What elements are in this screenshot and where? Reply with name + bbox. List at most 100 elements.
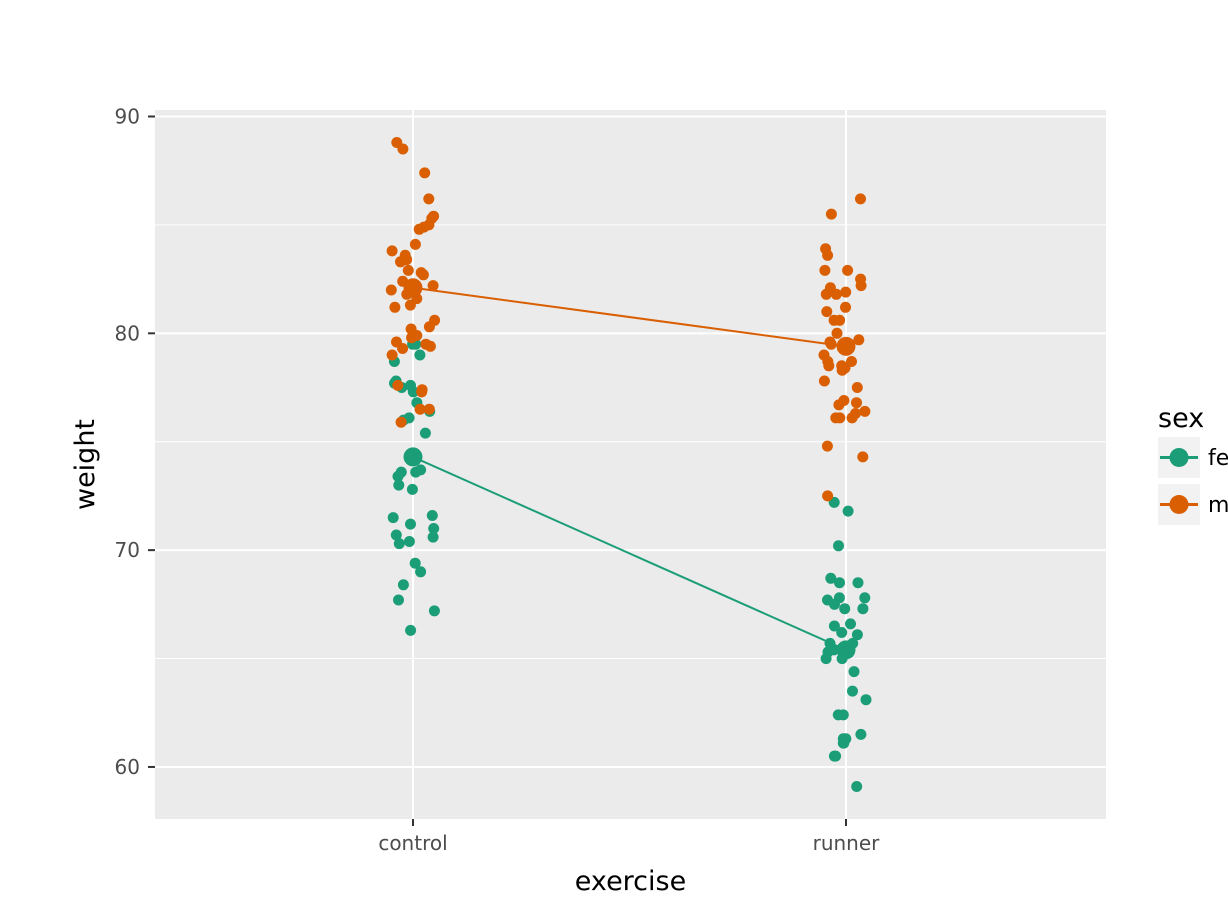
data-point-m xyxy=(413,223,425,235)
data-point-m xyxy=(392,379,404,391)
legend-label: m xyxy=(1208,493,1228,518)
data-point-m xyxy=(424,340,436,352)
data-point-m xyxy=(836,364,848,376)
data-point-m xyxy=(414,403,426,415)
major-gridlines xyxy=(155,110,1106,819)
data-point-fe xyxy=(820,653,832,665)
data-point-fe xyxy=(419,427,431,439)
data-point-m xyxy=(397,143,409,155)
data-point-m xyxy=(831,327,843,339)
mean-line-fe xyxy=(412,455,847,651)
mean-point-m xyxy=(403,278,423,298)
data-point-fe xyxy=(428,605,440,617)
data-point-m xyxy=(825,208,837,220)
y-tick-label: 60 xyxy=(115,755,140,779)
data-point-fe xyxy=(837,709,849,721)
data-point-m xyxy=(853,334,865,346)
data-point-fe xyxy=(847,685,858,697)
data-point-fe xyxy=(852,577,864,589)
data-point-fe xyxy=(842,505,854,517)
mean-points xyxy=(403,278,856,660)
legend-items: fe m xyxy=(1158,437,1228,525)
data-point-fe xyxy=(410,466,422,478)
data-point-m xyxy=(397,343,409,354)
data-point-m xyxy=(823,360,835,372)
data-point-fe xyxy=(857,603,869,615)
data-point-m xyxy=(417,269,429,281)
data-point-m xyxy=(821,440,833,452)
mean-line-m xyxy=(412,286,847,348)
legend-item-m: m xyxy=(1158,484,1228,525)
data-point-fe xyxy=(855,728,867,740)
data-point-m xyxy=(825,338,837,350)
data-point-fe xyxy=(393,538,405,550)
data-point-fe xyxy=(836,627,848,638)
x-tick-label: runner xyxy=(813,831,881,855)
data-point-m xyxy=(409,238,421,250)
data-point-fe xyxy=(393,479,405,491)
data-point-fe xyxy=(833,540,844,552)
data-point-fe xyxy=(845,618,856,630)
x-axis: control runner xyxy=(378,819,880,855)
data-point-fe xyxy=(427,531,439,543)
minor-gridlines xyxy=(155,224,1106,660)
data-point-m xyxy=(840,301,851,313)
mean-point-fe xyxy=(403,447,423,467)
data-point-fe xyxy=(387,512,399,524)
data-point-fe xyxy=(825,572,837,584)
data-point-m xyxy=(406,332,418,344)
data-point-m xyxy=(416,386,428,398)
data-point-m xyxy=(851,397,862,409)
x-tick-label: control xyxy=(378,831,447,855)
y-axis: 60 70 80 90 xyxy=(115,105,155,779)
y-tick-label: 70 xyxy=(115,538,140,562)
plot-panel xyxy=(155,110,1106,819)
mean-point-m xyxy=(836,336,856,356)
data-point-m xyxy=(840,286,852,298)
data-point-m xyxy=(386,245,398,257)
data-point-m xyxy=(385,284,397,296)
data-point-fe xyxy=(406,483,418,495)
data-point-fe xyxy=(428,523,440,534)
data-point-fe xyxy=(390,529,402,541)
data-point-fe xyxy=(851,781,863,792)
data-point-fe xyxy=(414,349,426,361)
data-point-m xyxy=(820,288,832,300)
data-point-m xyxy=(821,306,833,318)
data-point-fe xyxy=(851,629,863,641)
legend: sex fe m xyxy=(1158,403,1228,525)
mean-lines xyxy=(412,286,847,651)
data-point-m xyxy=(423,321,435,333)
data-point-fe xyxy=(828,750,840,762)
data-point-fe xyxy=(829,598,840,610)
y-axis-title: weight xyxy=(70,419,101,510)
data-point-m xyxy=(822,490,834,502)
data-point-m xyxy=(834,412,846,424)
x-axis-title: exercise xyxy=(575,866,686,897)
data-point-fe xyxy=(426,510,438,521)
data-point-fe xyxy=(828,620,840,632)
data-point-m xyxy=(423,193,435,205)
data-point-m xyxy=(851,382,863,393)
data-point-m xyxy=(833,399,845,411)
legend-title: sex xyxy=(1158,403,1204,434)
data-point-m xyxy=(427,280,439,292)
data-point-fe xyxy=(859,592,871,604)
data-point-m xyxy=(822,249,834,261)
data-point-fe xyxy=(409,557,421,569)
data-point-m xyxy=(386,349,398,361)
data-point-m xyxy=(855,193,866,205)
data-point-m xyxy=(842,264,854,276)
data-point-fe xyxy=(405,624,417,636)
data-point-fe xyxy=(837,737,849,749)
data-point-m xyxy=(395,416,407,428)
data-point-m xyxy=(419,167,431,179)
data-point-fe xyxy=(397,579,409,591)
data-points xyxy=(385,137,872,792)
legend-item-fe: fe xyxy=(1158,437,1228,478)
data-point-fe xyxy=(393,594,404,606)
data-point-fe xyxy=(392,470,404,482)
legend-point-symbol xyxy=(1169,495,1189,514)
mean-point-fe xyxy=(836,640,856,660)
